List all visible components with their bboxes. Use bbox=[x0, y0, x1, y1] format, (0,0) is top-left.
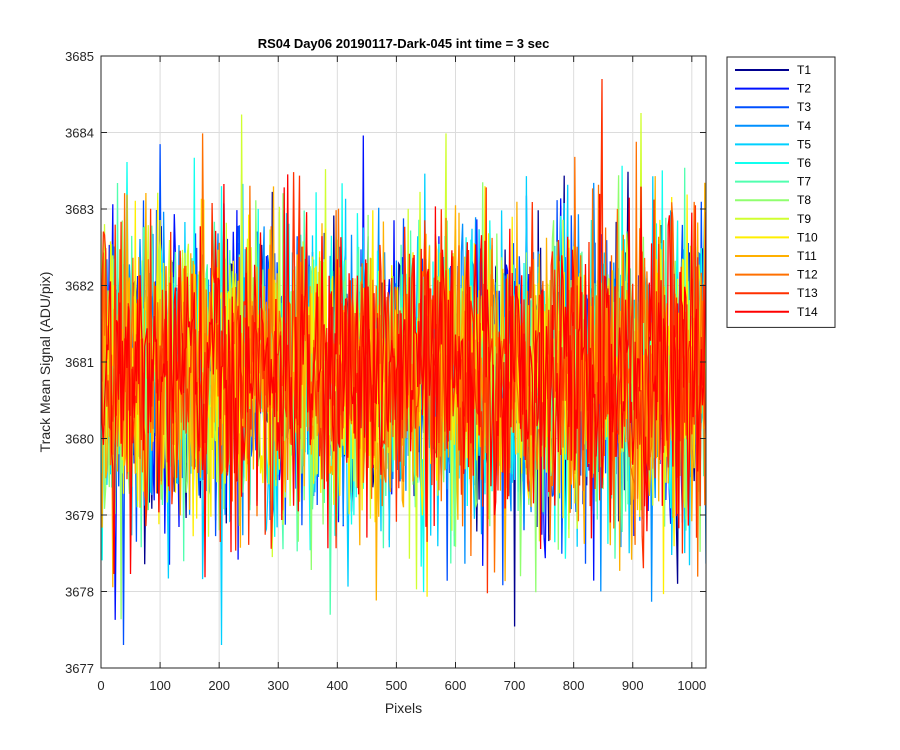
legend-label-t1: T1 bbox=[797, 63, 811, 77]
axis-ticks: 0 100 200 300 400 500 600 700 800 900 1000 3677 3678… bbox=[65, 49, 706, 693]
x-tick-label: 200 bbox=[208, 678, 230, 693]
series-line-t12 bbox=[101, 133, 706, 577]
y-tick-label: 3681 bbox=[65, 355, 94, 370]
x-tick-label: 800 bbox=[563, 678, 585, 693]
y-tick-label: 3680 bbox=[65, 432, 94, 447]
x-tick-label: 700 bbox=[504, 678, 526, 693]
x-tick-label: 400 bbox=[326, 678, 348, 693]
y-tick-label: 3678 bbox=[65, 585, 94, 600]
legend-label-t4: T4 bbox=[797, 119, 811, 133]
legend-label-t12: T12 bbox=[797, 268, 818, 282]
series-line-t14 bbox=[101, 174, 706, 578]
chart-title: RS04 Day06 20190117-Dark-045 int time = … bbox=[258, 36, 550, 51]
legend-label-t13: T13 bbox=[797, 286, 818, 300]
y-axis-label: Track Mean Signal (ADU/pix) bbox=[37, 272, 53, 453]
legend-label-t3: T3 bbox=[797, 100, 811, 114]
legend-label-t14: T14 bbox=[797, 305, 818, 319]
y-tick-label: 3683 bbox=[65, 202, 94, 217]
y-tick-label: 3679 bbox=[65, 508, 94, 523]
x-tick-label: 100 bbox=[149, 678, 171, 693]
legend-label-t5: T5 bbox=[797, 137, 811, 151]
y-tick-label: 3685 bbox=[65, 49, 94, 64]
x-tick-label: 500 bbox=[386, 678, 408, 693]
legend-label-t8: T8 bbox=[797, 193, 811, 207]
x-tick-label: 300 bbox=[267, 678, 289, 693]
y-tick-label: 3677 bbox=[65, 661, 94, 676]
legend-label-t11: T11 bbox=[797, 249, 817, 263]
x-tick-label: 1000 bbox=[677, 678, 706, 693]
legend-label-t6: T6 bbox=[797, 156, 811, 170]
legend-label-t7: T7 bbox=[797, 175, 811, 189]
x-tick-label: 900 bbox=[622, 678, 644, 693]
x-tick-label: 600 bbox=[445, 678, 467, 693]
legend: T1 T2 T3 T4 T5 T6 T7 T8 T9 T10 T11 T12 T13 T14 bbox=[726, 56, 836, 328]
series-lines bbox=[101, 78, 706, 646]
x-tick-label: 0 bbox=[97, 678, 104, 693]
y-tick-label: 3684 bbox=[65, 126, 94, 141]
legend-label-t2: T2 bbox=[797, 82, 811, 96]
legend-box bbox=[726, 56, 836, 328]
legend-label-t9: T9 bbox=[797, 212, 811, 226]
y-tick-label: 3682 bbox=[65, 279, 94, 294]
legend-label-t10: T10 bbox=[797, 230, 818, 244]
x-axis-label: Pixels bbox=[385, 700, 422, 716]
